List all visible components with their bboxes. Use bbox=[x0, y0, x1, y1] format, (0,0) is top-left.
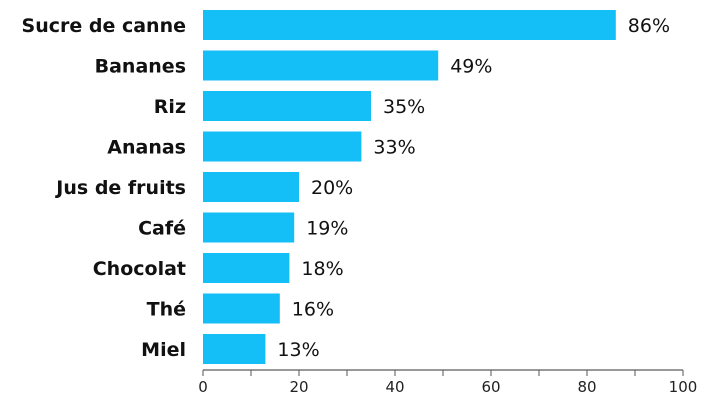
category-label: Thé bbox=[147, 299, 186, 321]
value-label: 19% bbox=[306, 218, 348, 240]
category-label: Chocolat bbox=[93, 258, 186, 280]
bar bbox=[203, 293, 280, 324]
category-label: Riz bbox=[154, 96, 186, 118]
bar bbox=[203, 334, 266, 364]
value-label: 33% bbox=[373, 137, 415, 159]
bar bbox=[203, 253, 290, 283]
bar bbox=[203, 212, 295, 243]
value-label: 49% bbox=[450, 56, 492, 78]
x-tick-label: 80 bbox=[577, 378, 596, 396]
value-label: 35% bbox=[383, 96, 425, 118]
value-label: 18% bbox=[301, 258, 343, 280]
bar bbox=[203, 10, 616, 40]
value-label: 20% bbox=[311, 177, 353, 199]
x-tick-label: 20 bbox=[289, 378, 308, 396]
bar bbox=[203, 172, 299, 202]
value-label: 13% bbox=[277, 339, 319, 361]
value-label: 16% bbox=[292, 299, 334, 321]
category-label: Bananes bbox=[95, 56, 186, 78]
x-tick-label: 40 bbox=[385, 378, 404, 396]
category-label: Jus de fruits bbox=[54, 177, 186, 199]
category-label: Miel bbox=[141, 339, 186, 361]
x-tick-label: 100 bbox=[669, 378, 698, 396]
value-label: 86% bbox=[628, 15, 670, 37]
x-tick-label: 0 bbox=[198, 378, 208, 396]
category-label: Sucre de canne bbox=[22, 15, 186, 37]
category-label: Café bbox=[138, 218, 186, 240]
category-label: Ananas bbox=[107, 137, 186, 159]
bar bbox=[203, 131, 362, 162]
bar bbox=[203, 91, 371, 121]
bar bbox=[203, 50, 439, 81]
x-tick-label: 60 bbox=[481, 378, 500, 396]
